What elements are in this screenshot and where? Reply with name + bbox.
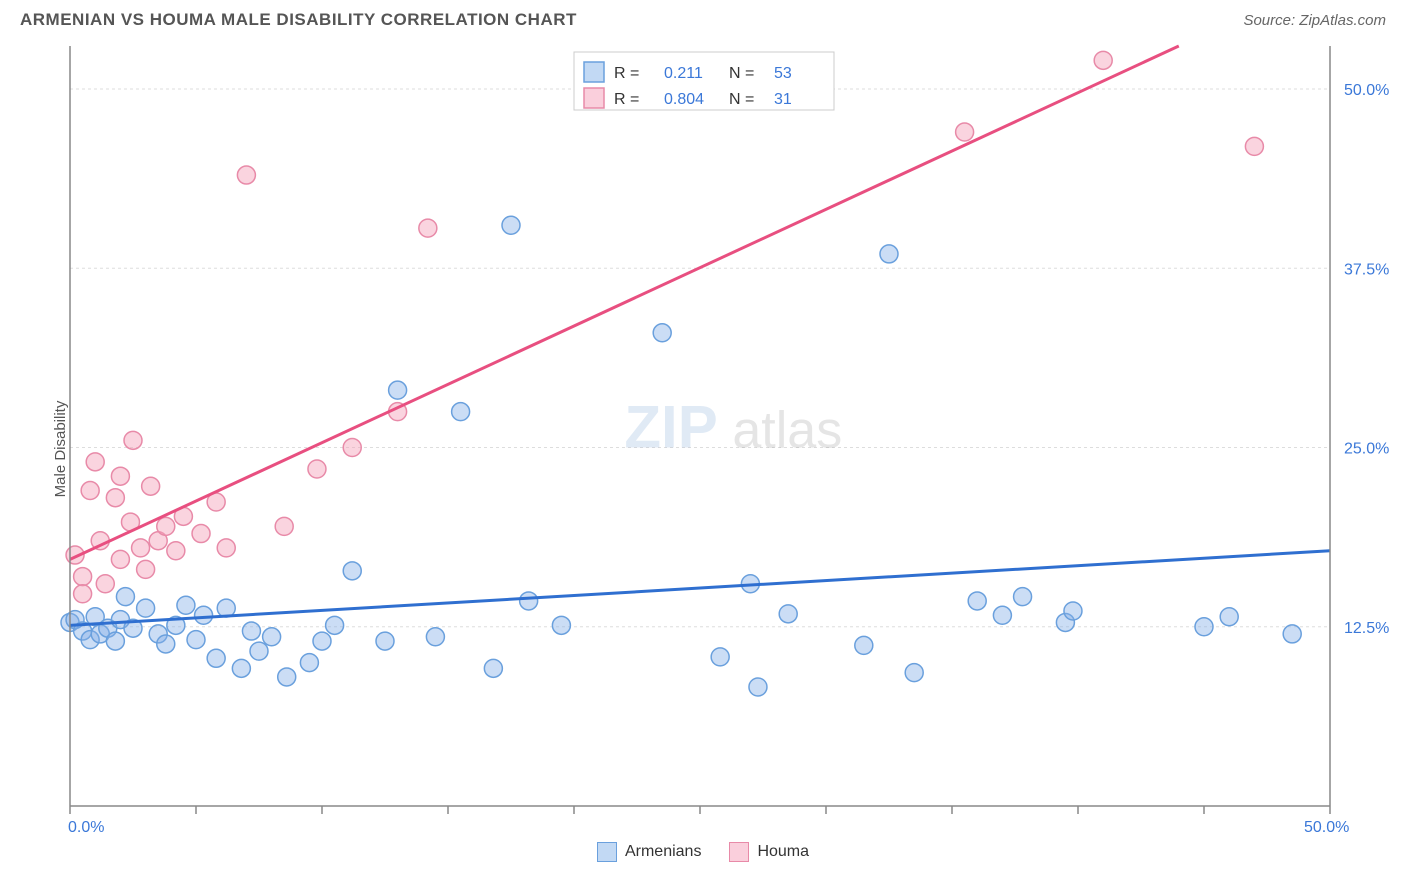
- data-point: [275, 517, 293, 535]
- data-point: [142, 477, 160, 495]
- chart-header: ARMENIAN VS HOUMA MALE DISABILITY CORREL…: [0, 0, 1406, 36]
- data-point: [177, 596, 195, 614]
- legend-n-label: N =: [729, 91, 754, 108]
- data-point: [326, 616, 344, 634]
- data-point: [157, 635, 175, 653]
- data-point: [880, 245, 898, 263]
- trend-line-houma: [70, 46, 1179, 559]
- data-point: [343, 562, 361, 580]
- data-point: [207, 649, 225, 667]
- legend-n-value: 31: [774, 91, 792, 108]
- data-point: [749, 678, 767, 696]
- data-point: [278, 668, 296, 686]
- data-point: [905, 664, 923, 682]
- data-point: [124, 431, 142, 449]
- swatch-pink-icon: [729, 842, 749, 862]
- data-point: [779, 605, 797, 623]
- data-point: [232, 659, 250, 677]
- data-point: [520, 592, 538, 610]
- data-point: [1014, 588, 1032, 606]
- data-point: [343, 439, 361, 457]
- y-tick-label: 25.0%: [1344, 441, 1389, 458]
- swatch-blue-icon: [597, 842, 617, 862]
- data-point: [74, 568, 92, 586]
- data-point: [956, 123, 974, 141]
- data-point: [484, 659, 502, 677]
- data-point: [452, 403, 470, 421]
- x-tick-label: 0.0%: [68, 819, 104, 836]
- data-point: [653, 324, 671, 342]
- legend-r-value: 0.211: [664, 65, 703, 82]
- data-point: [192, 525, 210, 543]
- data-point: [167, 542, 185, 560]
- data-point: [1064, 602, 1082, 620]
- data-point: [308, 460, 326, 478]
- data-point: [111, 467, 129, 485]
- data-point: [86, 453, 104, 471]
- data-point: [313, 632, 331, 650]
- data-point: [137, 560, 155, 578]
- legend-item-houma: Houma: [729, 842, 809, 862]
- legend-swatch-icon: [584, 62, 604, 82]
- chart-source: Source: ZipAtlas.com: [1243, 12, 1386, 29]
- data-point: [376, 632, 394, 650]
- data-point: [250, 642, 268, 660]
- y-tick-label: 50.0%: [1344, 82, 1389, 99]
- data-point: [1245, 137, 1263, 155]
- data-point: [968, 592, 986, 610]
- data-point: [237, 166, 255, 184]
- legend-r-label: R =: [614, 65, 639, 82]
- data-point: [263, 628, 281, 646]
- bottom-legend: Armenians Houma: [20, 842, 1386, 862]
- legend-r-label: R =: [614, 91, 639, 108]
- data-point: [96, 575, 114, 593]
- data-point: [419, 219, 437, 237]
- legend-n-label: N =: [729, 65, 754, 82]
- y-axis-label: Male Disability: [52, 401, 69, 498]
- legend-r-value: 0.804: [664, 91, 704, 108]
- chart-area: Male Disability 12.5% 25.0% 37.5% 50.0% ZIP a…: [20, 36, 1386, 862]
- watermark-icon: atlas: [732, 402, 842, 460]
- data-point: [389, 381, 407, 399]
- data-point: [132, 539, 150, 557]
- data-point: [1220, 608, 1238, 626]
- data-point: [711, 648, 729, 666]
- data-point: [1094, 51, 1112, 69]
- data-point: [195, 606, 213, 624]
- legend-n-value: 53: [774, 65, 792, 82]
- data-point: [300, 654, 318, 672]
- data-point: [1195, 618, 1213, 636]
- data-point: [217, 539, 235, 557]
- data-point: [552, 616, 570, 634]
- data-point: [157, 517, 175, 535]
- data-point: [242, 622, 260, 640]
- data-point: [993, 606, 1011, 624]
- data-point: [426, 628, 444, 646]
- scatter-plot: 12.5% 25.0% 37.5% 50.0% ZIP atlas 0.0% 50.0% R =…: [20, 36, 1400, 836]
- data-point: [106, 489, 124, 507]
- x-tick-label: 50.0%: [1304, 819, 1349, 836]
- data-point: [81, 482, 99, 500]
- legend-swatch-icon: [584, 88, 604, 108]
- y-tick-label: 12.5%: [1344, 620, 1389, 637]
- data-point: [1283, 625, 1301, 643]
- data-point: [106, 632, 124, 650]
- data-point: [502, 216, 520, 234]
- data-point: [855, 636, 873, 654]
- data-point: [74, 585, 92, 603]
- watermark-icon: ZIP: [624, 394, 717, 461]
- chart-title: ARMENIAN VS HOUMA MALE DISABILITY CORREL…: [20, 10, 577, 30]
- trend-line-armenians: [70, 551, 1330, 626]
- data-point: [137, 599, 155, 617]
- legend-item-armenians: Armenians: [597, 842, 701, 862]
- data-point: [187, 631, 205, 649]
- data-point: [111, 550, 129, 568]
- y-tick-label: 37.5%: [1344, 261, 1389, 278]
- data-point: [116, 588, 134, 606]
